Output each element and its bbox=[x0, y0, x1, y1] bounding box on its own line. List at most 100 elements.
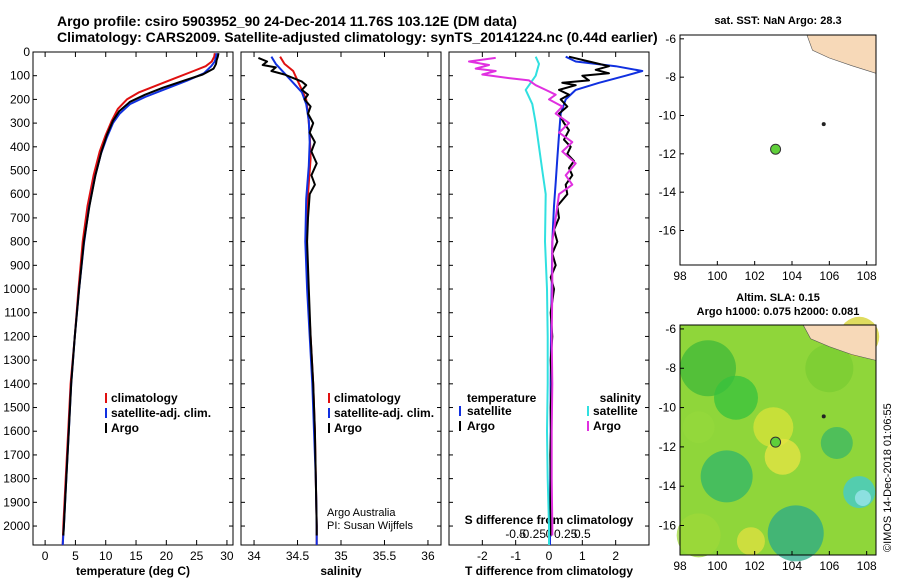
sst_map-ytick-label: -16 bbox=[659, 224, 677, 238]
sst_map-ytick-label: -14 bbox=[659, 185, 677, 199]
depth-tick-label: 1500 bbox=[3, 401, 30, 415]
temperature-xtick-label: 0 bbox=[42, 549, 49, 563]
difference-series-s-argo bbox=[468, 56, 577, 536]
salinity-annotation: Argo Australia bbox=[327, 507, 396, 519]
difference-xtick-label: -2 bbox=[477, 549, 488, 563]
difference-xtick-label: 0 bbox=[546, 549, 553, 563]
sla_map-island-marker bbox=[821, 414, 826, 419]
sst_map-ytick-label: -10 bbox=[659, 109, 677, 123]
sla_map-ytick-label: -10 bbox=[659, 401, 677, 415]
sla_map-ytick-label: -14 bbox=[659, 479, 677, 493]
salinity-xlabel: salinity bbox=[320, 564, 362, 578]
difference-salinity-tick-label: -0.25 bbox=[519, 527, 547, 541]
sst_map-xtick-label: 98 bbox=[673, 269, 687, 283]
difference-legend-salinity-label: Argo bbox=[593, 419, 621, 433]
difference-xtick-label: 2 bbox=[612, 549, 619, 563]
sla-map-title-line1: Altim. SLA: 0.15 bbox=[736, 292, 820, 304]
figure-title-line1: Argo profile: csiro 5903952_90 24-Dec-20… bbox=[57, 13, 517, 29]
figure-title-line2: Climatology: CARS2009. Satellite-adjuste… bbox=[57, 29, 658, 45]
sla-map-anomaly-patch bbox=[682, 411, 715, 444]
sla-map-anomaly-patch bbox=[676, 513, 721, 558]
depth-tick-label: 1700 bbox=[3, 448, 30, 462]
depth-tick-label: 700 bbox=[10, 211, 30, 225]
depth-tick-label: 200 bbox=[10, 92, 30, 106]
salinity-xtick-label: 35 bbox=[334, 549, 348, 563]
depth-tick-label: 500 bbox=[10, 164, 30, 178]
temperature-plot-frame bbox=[32, 51, 234, 546]
difference-salinity-tick-label: -0.5 bbox=[505, 527, 526, 541]
sla_map-ytick-label: -6 bbox=[665, 322, 676, 336]
depth-tick-label: 1900 bbox=[3, 495, 30, 509]
temperature-xtick-label: 30 bbox=[220, 549, 234, 563]
sla_map-xtick-label: 104 bbox=[782, 559, 802, 573]
sla-map-anomaly-patch bbox=[805, 344, 854, 393]
sla_map-xtick-label: 108 bbox=[857, 559, 877, 573]
depth-tick-label: 1600 bbox=[3, 424, 30, 438]
sst-map-title: sat. SST: NaN Argo: 28.3 bbox=[714, 15, 841, 27]
sla_map-xtick-label: 98 bbox=[673, 559, 687, 573]
sst_map-ytick-label: -6 bbox=[665, 32, 676, 46]
temperature-xtick-label: 20 bbox=[160, 549, 174, 563]
sla-map-anomaly-patch bbox=[700, 450, 753, 503]
sla-map-anomaly-patch bbox=[714, 375, 758, 420]
sst_map-frame bbox=[679, 34, 877, 266]
sla_map-float-position-marker bbox=[770, 436, 782, 448]
temperature-xtick-label: 15 bbox=[129, 549, 143, 563]
depth-tick-label: 600 bbox=[10, 187, 30, 201]
sla-map-anomaly-patch bbox=[736, 527, 765, 556]
sst_map-ytick-label: -8 bbox=[665, 70, 676, 84]
salinity-xtick-label: 35.5 bbox=[373, 549, 397, 563]
sla-map-anomaly-patch bbox=[764, 438, 801, 475]
difference-series-s-satellite bbox=[524, 56, 550, 545]
sst_map-ytick-label: -12 bbox=[659, 147, 677, 161]
sla_map-frame bbox=[679, 324, 877, 556]
depth-tick-label: 1200 bbox=[3, 329, 30, 343]
depth-tick-label: 400 bbox=[10, 140, 30, 154]
temperature-legend-label: Argo bbox=[111, 421, 139, 435]
depth-tick-label: 1400 bbox=[3, 377, 30, 391]
depth-tick-label: 900 bbox=[10, 258, 30, 272]
depth-tick-label: 1100 bbox=[4, 306, 30, 320]
difference-legend-temperature-label: Argo bbox=[467, 419, 495, 433]
salinity-xtick-label: 34.5 bbox=[286, 549, 310, 563]
depth-tick-label: 100 bbox=[10, 69, 30, 83]
salinity-xtick-label: 34 bbox=[247, 549, 261, 563]
sla_map-xtick-label: 102 bbox=[745, 559, 765, 573]
salinity-xtick-label: 36 bbox=[421, 549, 435, 563]
sst_map-xtick-label: 106 bbox=[819, 269, 839, 283]
depth-tick-label: 1300 bbox=[3, 353, 30, 367]
difference-legend-temperature-label: satellite bbox=[467, 404, 512, 418]
sst_map-xtick-label: 100 bbox=[707, 269, 727, 283]
depth-tick-label: 800 bbox=[10, 235, 30, 249]
difference-salinity-tick-label: 0.25 bbox=[554, 527, 578, 541]
sla-map-anomaly-patch bbox=[820, 426, 853, 459]
sla-map-anomaly-patch bbox=[767, 505, 824, 562]
difference-legend-salinity-label: satellite bbox=[593, 404, 638, 418]
salinity-series-argo bbox=[258, 56, 318, 536]
depth-tick-label: 0 bbox=[23, 45, 30, 59]
temperature-xtick-label: 10 bbox=[99, 549, 113, 563]
sla-map-title-line2: Argo h1000: 0.075 h2000: 0.081 bbox=[697, 306, 860, 318]
temperature-legend-label: satellite-adj. clim. bbox=[111, 406, 211, 420]
difference-xtick-label: -1 bbox=[510, 549, 521, 563]
sla_map-xtick-label: 100 bbox=[707, 559, 727, 573]
sla-map-anomaly-patch bbox=[753, 407, 794, 448]
difference-xtick-label: 1 bbox=[579, 549, 586, 563]
temperature-xtick-label: 25 bbox=[190, 549, 204, 563]
sla_map-ytick-label: -8 bbox=[665, 361, 676, 375]
depth-tick-label: 300 bbox=[10, 116, 30, 130]
temperature-xtick-label: 5 bbox=[72, 549, 79, 563]
difference-legend-salinity-title: salinity bbox=[600, 391, 642, 405]
depth-tick-label: 2000 bbox=[3, 519, 30, 533]
temperature-xlabel: temperature (deg C) bbox=[76, 564, 190, 578]
temperature-legend-label: climatology bbox=[111, 391, 178, 405]
sst_map-xtick-label: 102 bbox=[745, 269, 765, 283]
sla_map-ytick-label: -16 bbox=[659, 519, 677, 533]
difference-plot-frame bbox=[448, 51, 650, 546]
sst_map-float-position-marker bbox=[770, 143, 782, 155]
difference-salinity-tick-label: 0.5 bbox=[574, 527, 591, 541]
depth-tick-label: 1000 bbox=[3, 282, 30, 296]
temperature-series-argo bbox=[62, 53, 220, 536]
salinity-legend-label: Argo bbox=[334, 421, 362, 435]
